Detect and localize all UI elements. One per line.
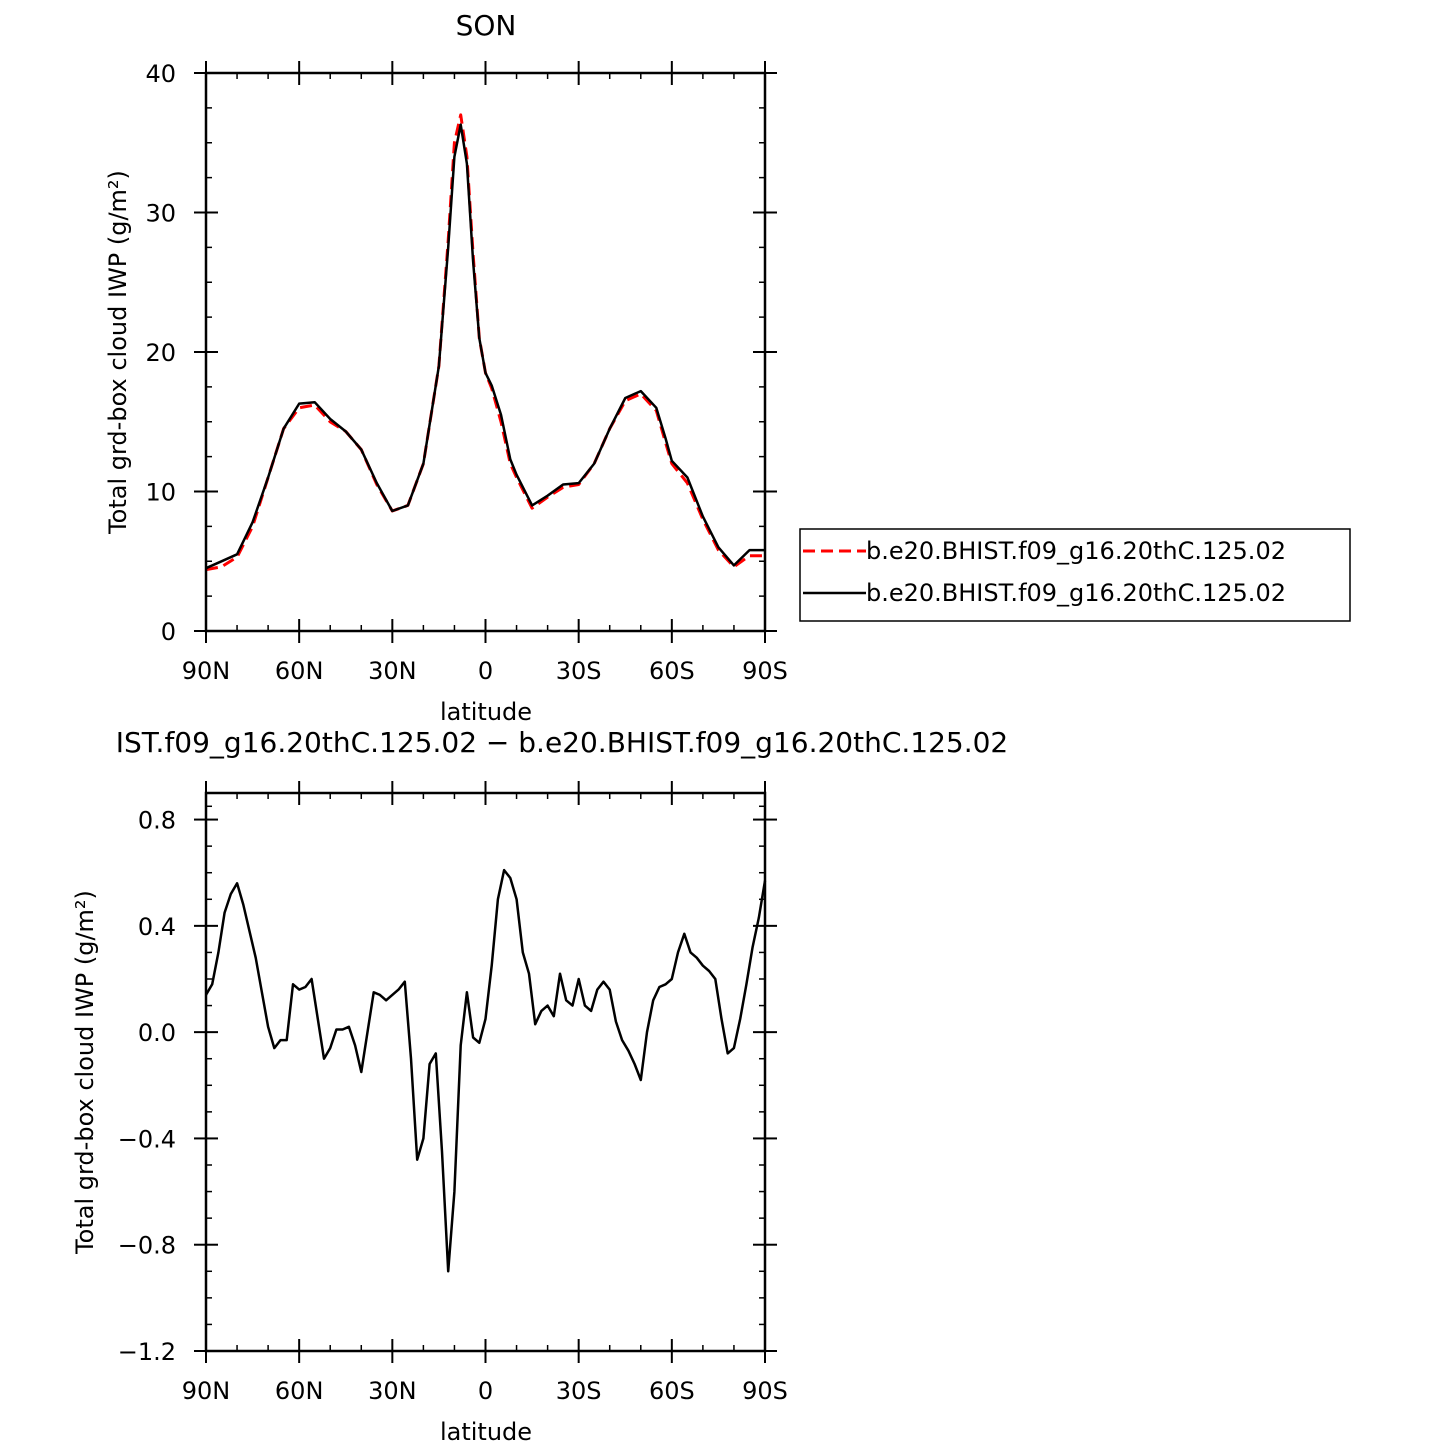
bottom-panel-ticks: 90N 60N 30N 0 30S 60S 90S −1.2 −0.8 −0.4 0.0 0.4 0.8 (118, 781, 788, 1405)
bottom-ytick-label: 0.4 (138, 913, 176, 941)
top-xtick-label: 30S (556, 657, 602, 685)
top-xtick-label: 90S (742, 657, 788, 685)
bottom-xtick-label: 90N (182, 1377, 231, 1405)
top-ytick-label: 30 (145, 200, 176, 228)
bottom-panel: IST.f09_g16.20thC.125.02 − b.e20.BHIST.f… (71, 726, 1008, 1446)
legend-label-1: b.e20.BHIST.f09_g16.20thC.125.02 (866, 579, 1286, 607)
top-ytick-label: 10 (145, 479, 176, 507)
legend: b.e20.BHIST.f09_g16.20thC.125.02 b.e20.B… (799, 528, 1351, 622)
legend-box (799, 528, 1351, 622)
top-panel-xlabel: latitude (440, 698, 532, 726)
bottom-panel-frame (204, 791, 767, 1353)
top-xtick-label: 90N (182, 657, 231, 685)
bottom-panel-ylabel: Total grd-box cloud IWP (g/m²) (71, 890, 99, 1255)
bottom-ytick-label: −1.2 (118, 1338, 176, 1366)
top-panel-ylabel: Total grd-box cloud IWP (g/m²) (104, 170, 132, 535)
top-xtick-label: 30N (368, 657, 417, 685)
bottom-xtick-label: 0 (478, 1377, 493, 1405)
top-series-line-0 (205, 113, 765, 572)
bottom-ytick-label: −0.8 (118, 1232, 176, 1260)
bottom-series-line-0 (204, 868, 767, 1273)
bottom-xtick-label: 30N (368, 1377, 417, 1405)
bottom-xtick-label: 60N (275, 1377, 324, 1405)
bottom-xtick-label: 90S (742, 1377, 788, 1405)
top-ytick-label: 0 (161, 618, 176, 646)
top-xtick-label: 60S (649, 657, 695, 685)
legend-label-0: b.e20.BHIST.f09_g16.20thC.125.02 (866, 537, 1286, 565)
bottom-panel-title: IST.f09_g16.20thC.125.02 − b.e20.BHIST.f… (116, 726, 1009, 759)
top-ytick-label: 40 (145, 60, 176, 88)
bottom-panel-series (204, 868, 767, 1273)
bottom-panel-xlabel: latitude (440, 1418, 532, 1446)
top-panel-ticks: 90N 60N 30N 0 30S 60S 90S 0 10 20 30 40 (145, 60, 787, 685)
top-panel: SON 90N 60N 30N 0 30S 60S 90S 0 10 20 30 40 latitud… (104, 9, 788, 726)
top-xtick-label: 60N (275, 657, 324, 685)
top-panel-frame (204, 71, 767, 633)
top-panel-series (205, 113, 765, 572)
bottom-ytick-label: −0.4 (118, 1125, 176, 1153)
bottom-xtick-label: 60S (649, 1377, 695, 1405)
bottom-xtick-label: 30S (556, 1377, 602, 1405)
bottom-ytick-label: 0.0 (138, 1019, 176, 1047)
top-ytick-label: 20 (145, 339, 176, 367)
top-panel-title: SON (456, 9, 517, 42)
top-xtick-label: 0 (478, 657, 493, 685)
top-series-line-1 (205, 123, 765, 570)
bottom-ytick-label: 0.8 (138, 807, 176, 835)
